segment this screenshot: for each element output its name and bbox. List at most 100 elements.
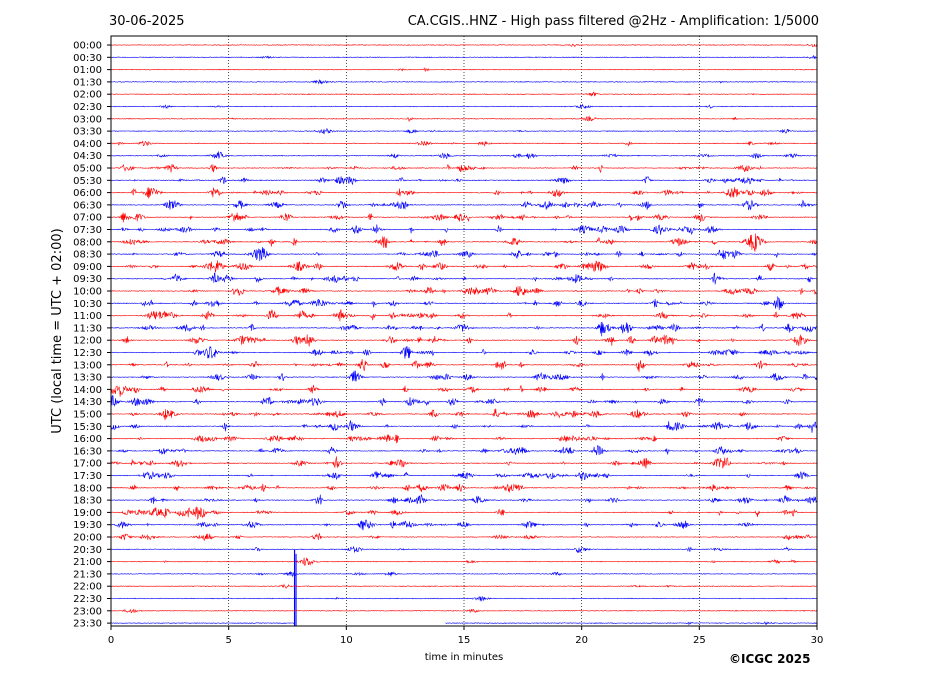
trace-0930	[110, 272, 818, 285]
y-tick-label: 23:00	[73, 606, 102, 617]
trace-0500	[110, 163, 818, 174]
y-tick-label: 12:30	[73, 348, 102, 359]
trace-2300	[110, 608, 818, 614]
trace-2200	[111, 583, 818, 589]
trace-1700	[110, 456, 818, 469]
chart-date: 30-06-2025	[109, 14, 185, 29]
trace-1630	[111, 445, 818, 456]
trace-1430	[110, 395, 818, 407]
trace-2030	[110, 546, 818, 554]
trace-1300	[110, 359, 818, 373]
y-tick-label: 22:30	[73, 594, 102, 605]
y-tick-label: 08:00	[73, 237, 102, 248]
y-tick-label: 18:30	[73, 496, 102, 507]
chart-title: CA.CGIS..HNZ - High pass filtered @2Hz -…	[408, 14, 819, 29]
trace-1100	[110, 309, 818, 322]
y-tick-label: 16:30	[73, 446, 102, 457]
grid-lines	[228, 36, 700, 626]
trace-0730	[110, 224, 817, 236]
trace-2100	[110, 557, 818, 566]
x-tick-label: 30	[811, 635, 824, 646]
trace-2230	[111, 595, 818, 602]
x-tick-label: 0	[108, 635, 114, 646]
trace-1500	[110, 408, 818, 421]
y-tick-label: 09:30	[73, 274, 102, 285]
trace-0900	[110, 260, 818, 273]
x-axis: 0 5 10 15 20 25 30	[108, 626, 824, 646]
y-tick-label: 16:00	[73, 434, 102, 445]
y-tick-label: 14:30	[73, 397, 102, 408]
y-tick-label: 18:00	[73, 483, 102, 494]
trace-0000	[110, 43, 818, 48]
y-tick-label: 05:30	[73, 176, 102, 187]
y-tick-label: 19:00	[73, 508, 102, 519]
trace-0330	[110, 128, 818, 134]
trace-0600	[110, 187, 818, 199]
y-tick-label: 09:00	[73, 262, 102, 273]
y-tick-label: 21:30	[73, 569, 102, 580]
y-tick-label: 21:00	[73, 557, 102, 568]
trace-0800	[110, 233, 818, 252]
y-tick-label: 20:00	[73, 533, 102, 544]
trace-1600	[110, 434, 818, 444]
copyright-text: ©ICGC 2025	[729, 652, 811, 666]
trace-1900	[110, 506, 818, 520]
y-tick-label: 00:00	[73, 41, 102, 52]
x-tick-label: 20	[575, 635, 588, 646]
y-tick-label: 15:30	[73, 422, 102, 433]
trace-2000	[110, 532, 818, 542]
trace-1000	[110, 285, 818, 297]
y-tick-label: 06:30	[73, 200, 102, 211]
y-tick-label: 03:00	[73, 114, 102, 125]
x-tick-label: 10	[340, 635, 353, 646]
y-tick-label: 17:30	[73, 471, 102, 482]
y-tick-label: 17:00	[73, 459, 102, 470]
trace-1400	[110, 384, 818, 397]
y-tick-label: 02:30	[73, 102, 102, 113]
trace-2330	[110, 621, 818, 626]
y-tick-label: 08:30	[73, 250, 102, 261]
trace-1530	[110, 420, 818, 433]
y-tick-label: 07:00	[73, 213, 102, 224]
trace-0530	[111, 176, 818, 186]
trace-1130	[110, 321, 818, 337]
y-tick-label: 13:00	[73, 360, 102, 371]
y-tick-label: 12:00	[73, 336, 102, 347]
trace-1200	[110, 334, 818, 347]
trace-0230	[110, 103, 818, 110]
y-tick-label: 20:30	[73, 545, 102, 556]
trace-1330	[110, 370, 818, 382]
y-tick-label: 07:30	[73, 225, 102, 236]
trace-1930	[110, 519, 818, 531]
trace-0430	[110, 151, 818, 159]
trace-1230	[110, 345, 818, 359]
trace-0630	[110, 199, 818, 211]
trace-1830	[111, 493, 818, 505]
y-tick-label: 06:00	[73, 188, 102, 199]
y-tick-label: 04:00	[73, 139, 102, 150]
y-tick-label: 13:30	[73, 373, 102, 384]
y-tick-label: 11:00	[73, 311, 102, 322]
x-axis-label: time in minutes	[425, 652, 504, 663]
y-tick-label: 03:30	[73, 127, 102, 138]
y-tick-label: 22:00	[73, 582, 102, 593]
y-tick-label: 10:00	[73, 287, 102, 298]
y-tick-label: 04:30	[73, 151, 102, 162]
y-tick-label: 02:00	[73, 90, 102, 101]
y-tick-label: 15:00	[73, 410, 102, 421]
trace-0700	[110, 212, 818, 223]
y-tick-label: 01:30	[73, 77, 102, 88]
trace-1800	[110, 483, 818, 493]
x-tick-label: 25	[693, 635, 706, 646]
trace-1030	[110, 296, 818, 311]
trace-2130	[110, 571, 817, 578]
y-tick-label: 14:00	[73, 385, 102, 396]
trace-1730	[110, 470, 818, 481]
y-tick-label: 23:30	[73, 619, 102, 630]
y-tick-label: 01:00	[73, 65, 102, 76]
trace-0030	[110, 54, 818, 60]
y-tick-label: 19:30	[73, 520, 102, 531]
traces	[110, 43, 818, 626]
y-tick-label: 10:30	[73, 299, 102, 310]
